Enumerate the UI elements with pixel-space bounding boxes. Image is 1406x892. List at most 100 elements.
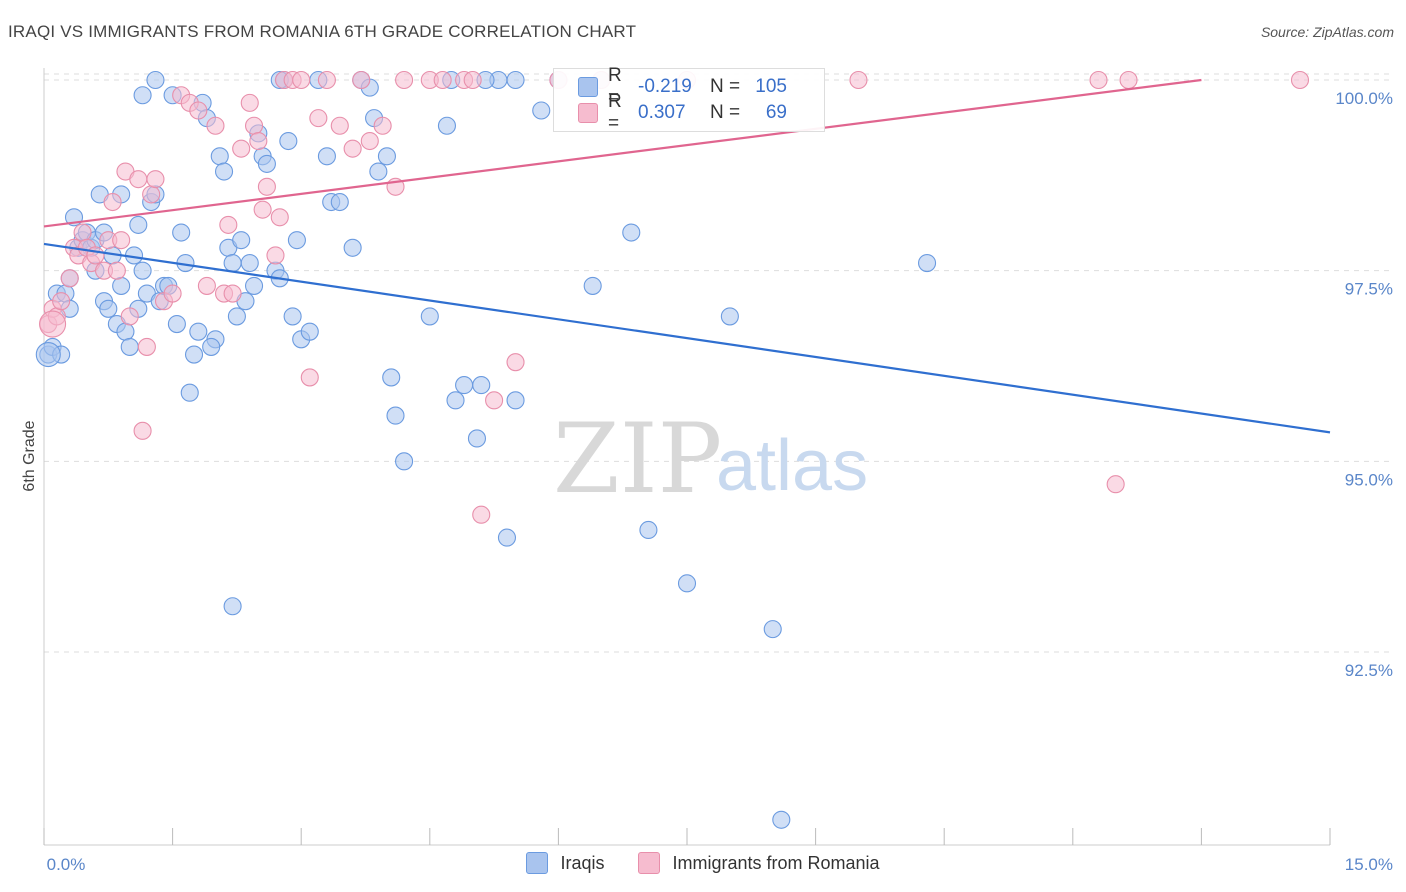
iraqi-point: [639, 520, 658, 540]
romania-point: [1290, 70, 1310, 90]
iraqi-point: [240, 253, 259, 273]
iraqi-point: [112, 276, 131, 295]
iraqi-point: [99, 299, 118, 318]
romania-point: [60, 269, 79, 288]
watermark-atlas: atlas: [716, 426, 868, 506]
legend-item-romania[interactable]: Immigrants from Romania: [638, 852, 880, 874]
romania-point: [240, 93, 259, 112]
romania-legend-swatch: [638, 852, 661, 874]
iraqi-point: [129, 215, 148, 234]
iraqi-point: [467, 429, 487, 448]
n-label: N =: [710, 76, 741, 97]
iraqi-point: [300, 322, 319, 341]
data-points: [35, 70, 1310, 829]
romania-point: [163, 284, 182, 303]
y-tick-label: 97.5%: [1345, 280, 1393, 299]
iraqi-point: [184, 345, 204, 364]
x-tick-label: 0.0%: [47, 855, 86, 874]
romania-point: [266, 246, 285, 265]
y-tick-label: 92.5%: [1345, 661, 1393, 680]
n-label: N =: [710, 102, 741, 123]
iraqi-point: [772, 810, 791, 829]
iraqi-point: [257, 154, 276, 173]
iraqi-point: [497, 528, 517, 547]
iraqi-point: [35, 342, 61, 368]
iraqi-point: [343, 238, 362, 257]
romania-point: [244, 116, 264, 135]
iraqi-point: [677, 574, 697, 593]
axes: [43, 68, 1331, 846]
romania-point: [360, 131, 379, 151]
iraqi-point: [763, 620, 782, 639]
iraqi-point: [214, 162, 234, 181]
iraqi-swatch: [578, 77, 598, 97]
iraqi-point: [437, 116, 456, 135]
r-label: R =: [608, 91, 622, 134]
iraqi-point: [210, 147, 229, 166]
y-tick-label: 95.0%: [1345, 470, 1393, 489]
romania-point: [73, 223, 92, 242]
iraqi-point: [167, 315, 186, 334]
iraqi-point: [223, 253, 242, 273]
iraqi-point: [506, 391, 525, 410]
legend-item-iraqis[interactable]: Iraqis: [526, 852, 604, 874]
iraqi-point: [377, 147, 396, 166]
iraqi-point: [133, 261, 152, 280]
iraqi-point: [133, 86, 152, 105]
iraqi-point: [223, 597, 242, 616]
iraqi-point: [279, 131, 298, 151]
romania-point: [189, 101, 208, 120]
romania-point: [253, 200, 272, 219]
iraqi-point: [386, 406, 405, 425]
iraqi-point: [116, 322, 135, 341]
source-label: Source: ZipAtlas.com: [1260, 24, 1394, 40]
iraqi-point: [232, 231, 251, 250]
romania-point: [270, 208, 289, 227]
correlation-legend: R = -0.219 N = 105 R = 0.307 N = 69: [553, 65, 825, 134]
romania-swatch: [578, 103, 598, 123]
iraqi-point: [330, 192, 349, 212]
watermark: ZIP atlas: [553, 403, 868, 515]
iraqi-point: [227, 307, 246, 326]
iraqi-point: [146, 70, 165, 90]
iraqi-point: [202, 337, 221, 356]
romania-point: [146, 170, 165, 189]
romania-point: [506, 353, 525, 372]
romania-point: [219, 215, 238, 234]
y-tick-label: 100.0%: [1335, 89, 1393, 108]
romania-point: [330, 116, 349, 135]
romania-point: [1106, 475, 1125, 494]
r-value: -0.219: [638, 76, 692, 97]
romania-point: [232, 139, 251, 158]
iraqi-point: [506, 70, 525, 90]
romania-point: [343, 139, 362, 158]
iraqi-point: [918, 253, 937, 273]
iraqi-point: [287, 231, 306, 250]
iraqi-point: [244, 276, 264, 295]
romania-point: [1119, 70, 1138, 90]
romania-point: [395, 70, 414, 90]
romania-point: [86, 246, 105, 265]
iraqi-point: [283, 307, 302, 326]
r-value: 0.307: [638, 102, 686, 123]
iraqi-trend-line: [43, 242, 1331, 434]
romania-point: [133, 421, 152, 440]
tick-labels: 92.5% 95.0% 97.5% 100.0% 0.0% 15.0%: [47, 89, 1393, 874]
x-tick-label: 15.0%: [1345, 855, 1393, 874]
r-label: R =: [608, 65, 622, 108]
iraqi-point: [317, 147, 336, 166]
iraqi-point: [180, 383, 199, 402]
iraqi-point: [446, 391, 465, 410]
romania-point: [52, 292, 71, 311]
romania-point: [463, 70, 482, 90]
romania-point: [352, 70, 371, 90]
legend-label-iraqis: Iraqis: [560, 852, 605, 873]
iraqi-point: [720, 307, 739, 326]
chart-title: IRAQI VS IMMIGRANTS FROM ROMANIA 6TH GRA…: [8, 22, 637, 41]
romania-point: [849, 70, 868, 90]
legend-row-romania: R = 0.307 N = 69: [578, 91, 787, 134]
romania-point: [472, 505, 491, 524]
romania-point: [103, 192, 122, 212]
iraqi-point: [420, 307, 439, 326]
